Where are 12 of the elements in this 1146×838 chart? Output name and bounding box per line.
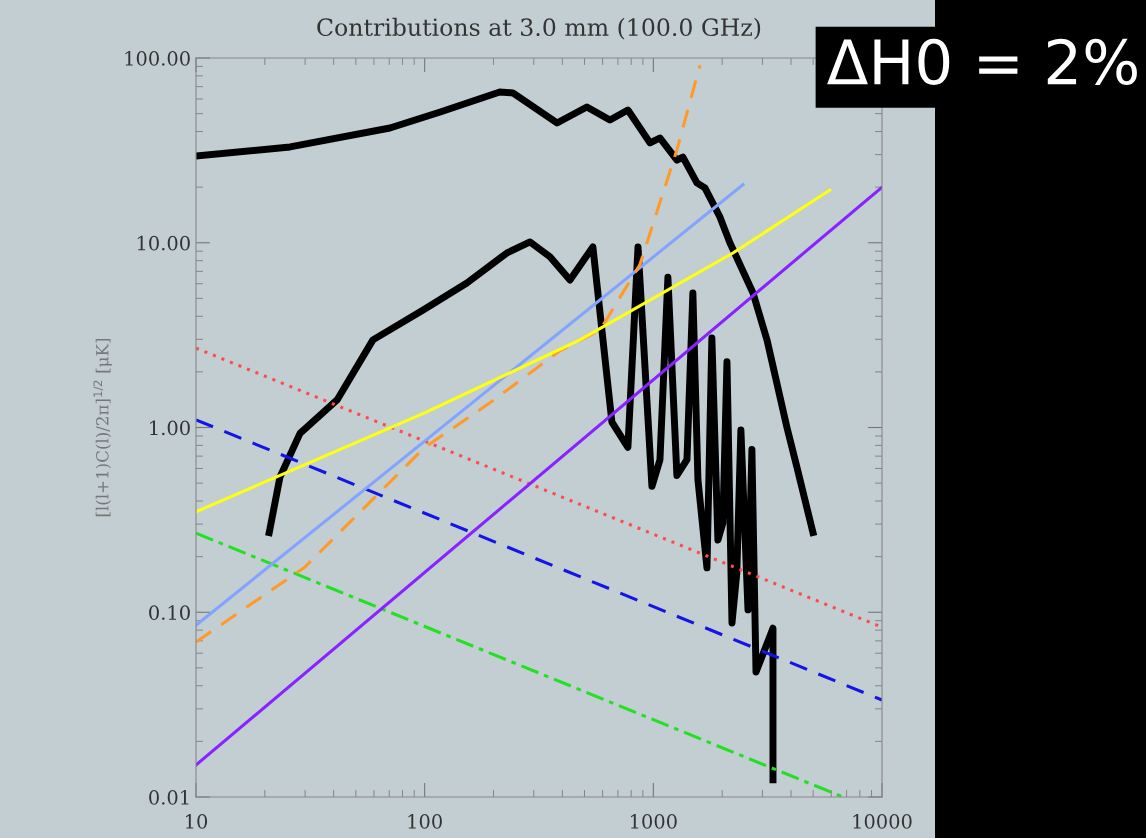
annotation: ΔH0 = 2% — [827, 38, 1137, 86]
y-axis-title: [l(l+1)C(l)/2π]$^{1/2}$ [μK] — [93, 338, 112, 517]
y-tick-label: 0.01 — [149, 789, 189, 805]
x-tick-label: 10000 — [853, 814, 912, 829]
y-tick-label: 100.00 — [125, 50, 190, 66]
y-tick-label: 0.10 — [149, 605, 190, 620]
x-tick-label: 100 — [408, 814, 442, 829]
y-tick-label: 10.00 — [137, 235, 190, 251]
y-tick-label: 1.00 — [150, 420, 190, 436]
chart-title: Contributions at 3.0 mm (100.0 GHz) — [317, 17, 761, 40]
x-tick-label: 1000 — [630, 814, 677, 829]
x-tick-label: 10 — [186, 814, 208, 829]
